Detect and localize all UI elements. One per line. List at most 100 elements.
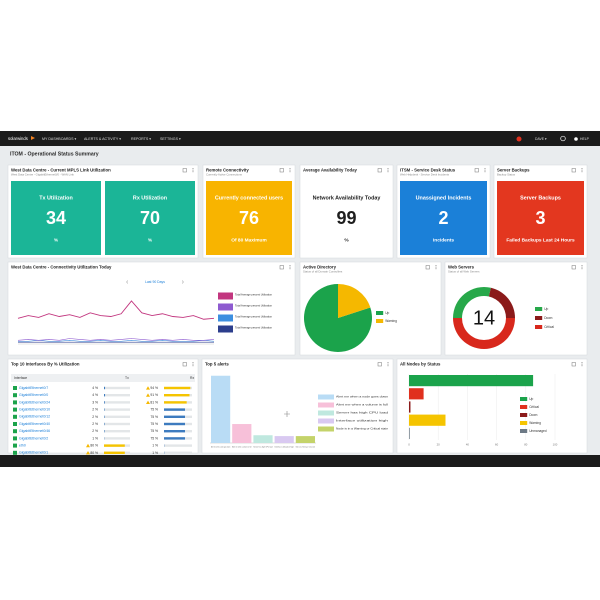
nav-menu[interactable]: MY DASHBOARDS ▾ bbox=[42, 137, 76, 141]
interface-name[interactable]: GigabitEthernet0/10 bbox=[19, 408, 50, 412]
popout-icon[interactable] bbox=[377, 168, 382, 173]
popout-icon[interactable] bbox=[182, 362, 187, 367]
util-bar-track bbox=[104, 430, 130, 433]
popout-icon[interactable] bbox=[279, 265, 284, 270]
menu-dot[interactable] bbox=[484, 169, 486, 171]
menu-dot[interactable] bbox=[289, 265, 291, 266]
menu-dot[interactable] bbox=[581, 169, 583, 171]
menu-dot[interactable] bbox=[289, 268, 291, 270]
legend-swatch bbox=[218, 325, 233, 333]
popout-icon[interactable] bbox=[571, 265, 576, 270]
popout-icon[interactable] bbox=[571, 362, 576, 367]
cell-number: 91 bbox=[150, 393, 154, 397]
donut-segment bbox=[453, 286, 491, 318]
crosshair bbox=[284, 411, 290, 417]
util-bar-track bbox=[104, 394, 130, 397]
popout-icon[interactable] bbox=[571, 168, 576, 173]
menu-dot[interactable] bbox=[289, 168, 291, 169]
series-line bbox=[18, 340, 215, 342]
cell-number: 75 bbox=[150, 415, 154, 419]
popout-icon[interactable] bbox=[474, 168, 479, 173]
menu-dot[interactable] bbox=[581, 362, 583, 363]
cell-unit: % bbox=[95, 429, 98, 433]
popout-icon[interactable] bbox=[425, 265, 430, 270]
menu-dot[interactable] bbox=[581, 365, 583, 367]
menu-dot[interactable] bbox=[387, 365, 389, 367]
bar bbox=[409, 401, 411, 413]
menu-dot[interactable] bbox=[192, 365, 194, 367]
legend-label: Total Average percent Utilization bbox=[235, 315, 273, 319]
menu-dot[interactable] bbox=[192, 168, 194, 169]
bar bbox=[274, 436, 294, 443]
interface-name[interactable]: GigabitEthernet0/24 bbox=[19, 400, 50, 404]
cell-number: 4 bbox=[92, 393, 94, 397]
interface-name[interactable]: GigabitEthernet0/7 bbox=[19, 386, 48, 390]
cell-value: 75% bbox=[150, 422, 158, 426]
search-icon[interactable] bbox=[560, 135, 566, 142]
menu-dot[interactable] bbox=[387, 168, 389, 169]
menu-dot[interactable] bbox=[484, 168, 486, 169]
interface-name[interactable]: eth0 bbox=[19, 444, 26, 448]
menu-dot[interactable] bbox=[581, 171, 583, 173]
help-icon[interactable] bbox=[574, 137, 578, 141]
menu-dot[interactable] bbox=[581, 168, 583, 169]
help-link[interactable]: HELP bbox=[580, 137, 590, 141]
util-bar bbox=[164, 422, 185, 426]
menu-dot[interactable] bbox=[192, 171, 194, 173]
nav-menu[interactable]: ALERTS & ACTIVITY ▾ bbox=[84, 137, 121, 141]
util-bar bbox=[164, 394, 190, 397]
menu-dot[interactable] bbox=[484, 171, 486, 173]
menu-dot[interactable] bbox=[289, 171, 291, 173]
widget-card bbox=[7, 261, 296, 356]
util-bar bbox=[104, 422, 105, 426]
alert-icon[interactable] bbox=[516, 136, 522, 142]
interface-name[interactable]: GigabitEthernet0/40 bbox=[19, 422, 50, 426]
range-arrows[interactable] bbox=[126, 280, 184, 284]
widget-subtitle: Status of all Domain Controllers bbox=[303, 270, 343, 274]
interface-name[interactable]: GigabitEthernet0/1 bbox=[19, 451, 48, 455]
cell-number: 80 bbox=[90, 451, 94, 455]
nav-menu[interactable]: SETTINGS ▾ bbox=[160, 137, 181, 141]
kpi-unit: % bbox=[54, 237, 59, 243]
bar bbox=[232, 424, 252, 443]
menu-dot[interactable] bbox=[192, 169, 194, 171]
popout-icon[interactable] bbox=[182, 168, 187, 173]
kpi-value: 99 bbox=[336, 208, 356, 228]
menu-dot[interactable] bbox=[289, 266, 291, 268]
cell-unit: % bbox=[155, 386, 158, 390]
popout-icon[interactable] bbox=[279, 168, 284, 173]
menu-dot[interactable] bbox=[435, 268, 437, 270]
menu-dot[interactable] bbox=[192, 363, 194, 365]
menu-dot[interactable] bbox=[435, 266, 437, 268]
node-status-icon bbox=[13, 400, 17, 405]
util-bar bbox=[164, 408, 185, 411]
menu-dot[interactable] bbox=[581, 268, 583, 270]
range-selector[interactable]: Last 90 Days bbox=[145, 280, 165, 284]
legend-label: Warning bbox=[529, 421, 541, 425]
kpi-tile bbox=[303, 181, 390, 255]
x-tick-label: Interface utilization high bbox=[275, 446, 295, 449]
menu-dot[interactable] bbox=[387, 363, 389, 365]
menu-dot[interactable] bbox=[387, 362, 389, 363]
widget-title: All Nodes by Status bbox=[400, 362, 441, 367]
interface-name[interactable]: GigabitEthernet0/2 bbox=[19, 436, 48, 440]
menu-dot[interactable] bbox=[581, 363, 583, 365]
interface-name[interactable]: GigabitEthernet0/0 bbox=[19, 393, 48, 397]
menu-dot[interactable] bbox=[387, 169, 389, 171]
menu-dot[interactable] bbox=[289, 169, 291, 171]
interface-name[interactable]: GigabitEthernet0/46 bbox=[19, 429, 50, 433]
menu-dot[interactable] bbox=[192, 362, 194, 363]
legend-label: Interface utilization high bbox=[336, 420, 389, 423]
user-menu[interactable]: DAVE ▾ bbox=[535, 137, 547, 141]
popout-icon[interactable] bbox=[377, 362, 382, 367]
menu-dot[interactable] bbox=[581, 266, 583, 268]
nav-menu[interactable]: REPORTS ▾ bbox=[131, 137, 151, 141]
menu-dot[interactable] bbox=[387, 171, 389, 173]
legend-swatch bbox=[520, 397, 528, 401]
menu-dot[interactable] bbox=[435, 265, 437, 266]
legend-swatch bbox=[520, 405, 528, 409]
kpi-label: Currently connected users bbox=[215, 195, 283, 201]
menu-dot[interactable] bbox=[581, 265, 583, 266]
legend-swatch bbox=[520, 429, 528, 433]
interface-name[interactable]: GigabitEthernet0/12 bbox=[19, 415, 50, 419]
